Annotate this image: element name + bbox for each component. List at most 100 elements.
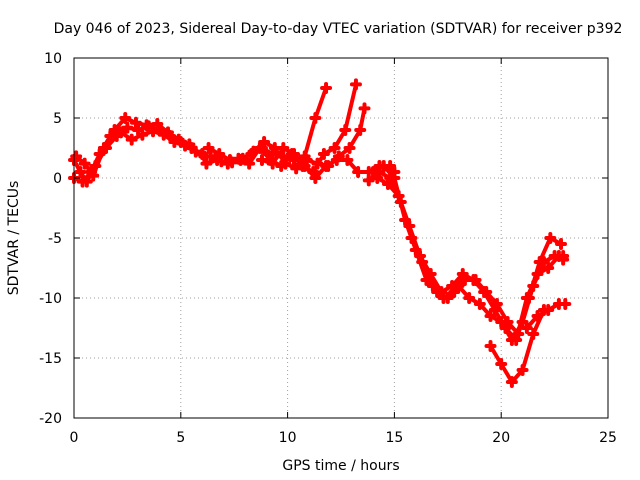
data-point-marker: [258, 136, 271, 148]
x-tick-label: 20: [492, 430, 510, 446]
y-axis-label: SDTVAR / TECUs: [6, 181, 22, 296]
data-point-marker: [161, 126, 174, 139]
data-point-marker: [204, 150, 217, 163]
data-point-marker: [352, 166, 365, 178]
chart-title: Day 046 of 2023, Sidereal Day-to-day VTE…: [54, 21, 623, 37]
data-point-marker: [97, 142, 110, 154]
data-point-marker: [202, 142, 215, 154]
y-tick-label: -15: [39, 351, 62, 367]
data-point-marker: [354, 124, 367, 136]
data-point-marker: [125, 133, 138, 146]
data-point-marker: [510, 334, 523, 346]
data-point-marker: [537, 256, 550, 268]
data-point-marker: [74, 166, 87, 178]
y-tick-label: -5: [48, 231, 62, 247]
data-point-marker: [435, 286, 448, 298]
data-point-marker: [119, 112, 132, 124]
data-point-marker: [320, 82, 333, 94]
data-point-marker: [200, 157, 213, 170]
data-point-marker: [484, 340, 497, 352]
data-point-marker: [189, 145, 202, 158]
data-point-marker: [266, 157, 279, 170]
y-tick-label: 0: [53, 171, 62, 187]
data-point-marker: [542, 304, 555, 316]
data-point-marker: [136, 128, 149, 141]
data-point-marker: [215, 155, 228, 168]
data-point-marker: [555, 238, 568, 250]
data-point-marker: [243, 157, 256, 170]
data-point-marker: [300, 154, 313, 166]
data-point-marker: [392, 190, 405, 202]
data-point-marker: [441, 292, 454, 304]
series-track-6: [208, 106, 367, 171]
data-point-marker: [478, 286, 491, 298]
data-point-marker: [542, 262, 555, 274]
data-point-marker: [339, 124, 352, 136]
data-point-marker: [320, 160, 333, 172]
data-point-marker: [147, 125, 160, 138]
data-point-marker: [388, 172, 401, 184]
grid: [74, 58, 608, 418]
data-point-marker: [129, 116, 142, 129]
data-point-marker: [403, 220, 416, 232]
data-point-marker: [213, 148, 226, 160]
x-axis-label: GPS time / hours: [282, 458, 399, 474]
data-point-marker: [247, 145, 260, 158]
data-point-marker: [484, 310, 497, 322]
data-point-marker: [108, 124, 121, 136]
y-tick-label: -20: [39, 411, 62, 427]
x-tick-label: 10: [279, 430, 297, 446]
data-point-marker: [362, 174, 375, 187]
data-point-marker: [559, 298, 572, 310]
data-point-marker: [495, 358, 508, 370]
data-point-marker: [499, 322, 512, 334]
data-point-marker: [456, 268, 469, 280]
data-point-marker: [70, 150, 83, 163]
data-point-marker: [309, 112, 322, 124]
data-point-marker: [520, 322, 533, 334]
data-point-marker: [420, 274, 433, 286]
data-point-marker: [266, 148, 279, 160]
data-point-marker: [76, 175, 89, 188]
y-tick-label: 10: [44, 51, 62, 67]
data-point-marker: [367, 166, 380, 178]
data-point-marker: [381, 178, 394, 190]
data-point-marker: [349, 78, 362, 91]
data-point-marker: [183, 138, 196, 151]
data-point-marker: [377, 160, 390, 172]
data-point-marker: [236, 152, 249, 165]
data-point-marker: [473, 298, 486, 310]
data-point-marker: [87, 169, 100, 182]
data-point-marker: [328, 142, 341, 154]
x-tick-label: 25: [599, 430, 617, 446]
data-point-marker: [544, 232, 557, 244]
axis-ticks: [73, 57, 609, 419]
data-point-marker: [446, 280, 459, 292]
data-point-marker: [490, 298, 503, 310]
data-point-marker: [467, 274, 480, 286]
data-point-marker: [343, 142, 356, 154]
data-point-marker: [488, 304, 501, 316]
data-series-layer: [68, 78, 572, 388]
data-point-marker: [371, 172, 384, 184]
data-point-marker: [531, 268, 544, 280]
data-point-marker: [358, 102, 371, 115]
data-point-marker: [279, 157, 292, 170]
data-point-marker: [330, 154, 343, 166]
x-tick-label: 0: [70, 430, 79, 446]
data-point-marker: [505, 376, 518, 388]
data-point-marker: [516, 364, 529, 376]
series-track-9: [371, 164, 566, 342]
data-point-marker: [520, 292, 533, 304]
data-point-marker: [414, 250, 427, 262]
data-point-marker: [78, 157, 91, 170]
data-point-marker: [317, 148, 330, 160]
data-point-marker: [341, 154, 354, 166]
y-tick-label: 5: [53, 111, 62, 127]
x-tick-labels: 0 5 10 15 20 25: [70, 430, 617, 446]
data-point-marker: [226, 156, 239, 169]
data-point-marker: [531, 310, 544, 322]
data-point-marker: [277, 142, 290, 154]
x-tick-label: 5: [176, 430, 185, 446]
